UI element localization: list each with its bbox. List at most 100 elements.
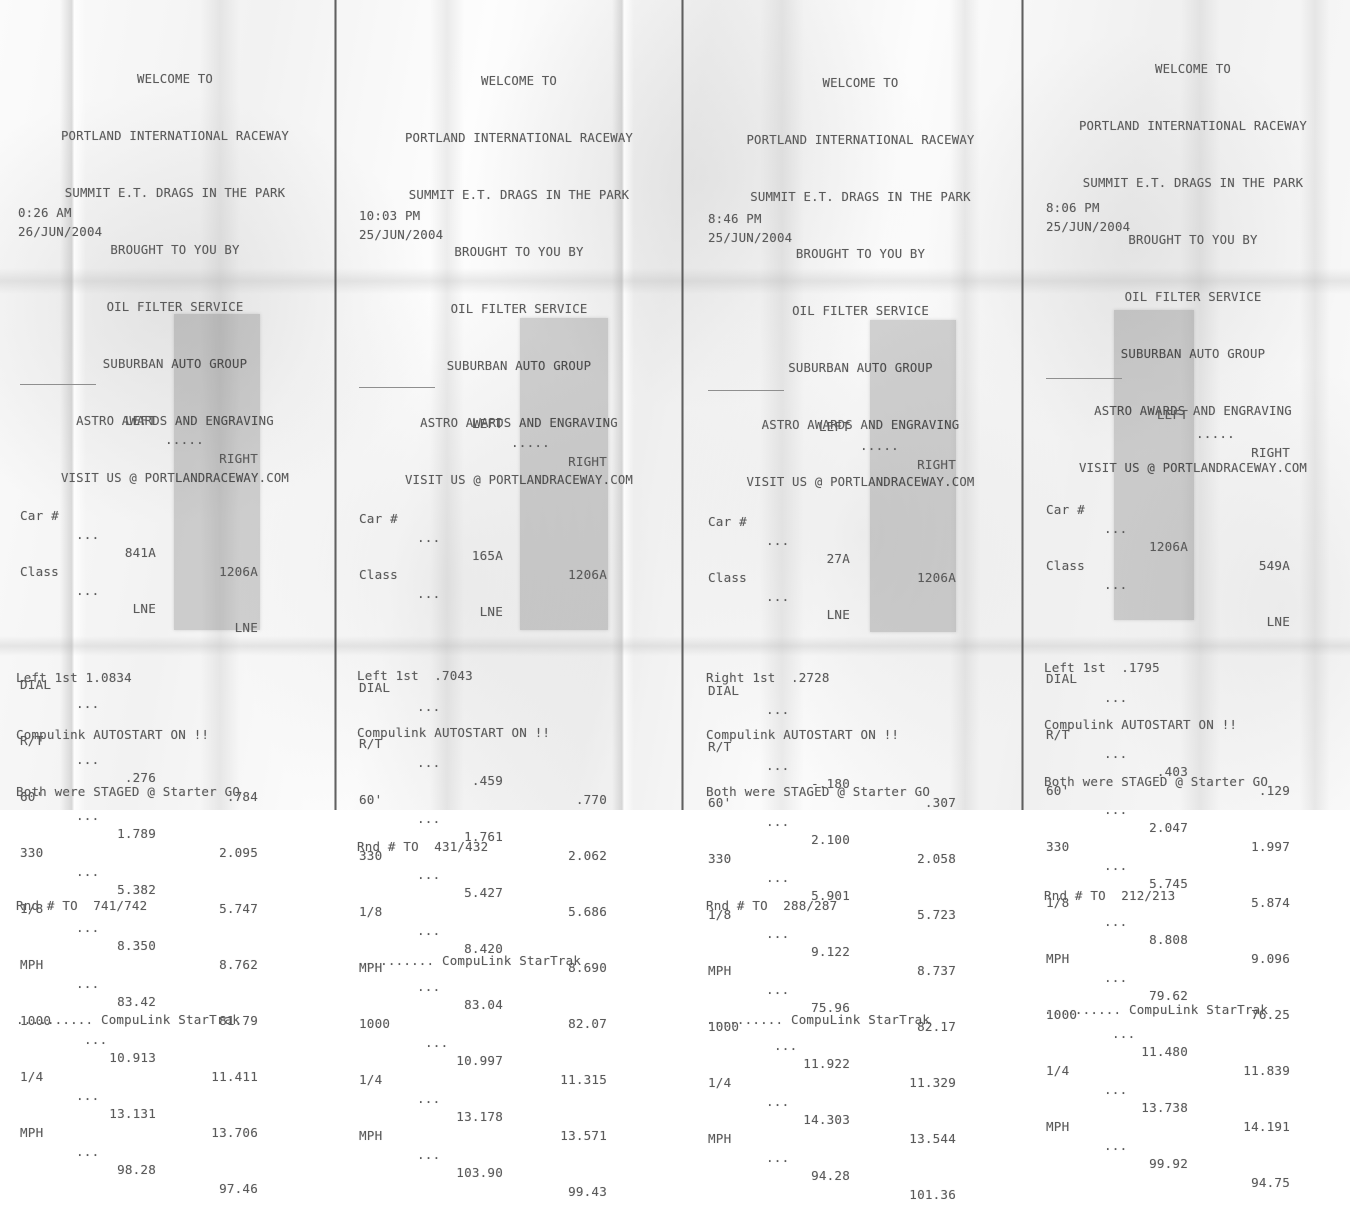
row-label-mph-quarter: MPH [1046, 1118, 1070, 1134]
column-header-dots: ..... [1196, 425, 1235, 441]
row-dots: ... [417, 698, 441, 714]
column-header-left: LEFT [1156, 407, 1188, 423]
cell-right-car: 1206A [219, 563, 258, 579]
round-line: Rnd # TO 212/213 [1044, 888, 1176, 903]
header-line: WELCOME TO [1154, 62, 1232, 76]
column-header-dots: ..... [511, 434, 550, 450]
header-line: BROUGHT TO YOU BY [454, 245, 584, 259]
timeslip: WELCOME TO PORTLAND INTERNATIONAL RACEWA… [0, 0, 334, 1196]
header-line: BROUGHT TO YOU BY [1128, 233, 1258, 247]
cell-left-mph-quarter: 98.28 [117, 1162, 156, 1178]
row-dots: ... [417, 1090, 441, 1106]
cell-left-class: LNE [132, 601, 156, 617]
header-line: SUMMIT E.T. DRAGS IN THE PARK [64, 186, 286, 200]
timestamp-date: 25/JUN/2004 [359, 227, 444, 242]
receipt-footer: Left 1st 1.0834 Compulink AUTOSTART ON !… [0, 630, 350, 1067]
timestamp-time: 8:06 PM [1046, 200, 1100, 215]
trailer-line: .......... CompuLink StarTrak [357, 953, 582, 968]
table-row: R/T ... -.180 .307 [684, 720, 1021, 810]
row-label-class: Class [1046, 557, 1085, 573]
table-header-row: LEFT ..... RIGHT [0, 375, 334, 466]
table-row: DIAL ... [1024, 652, 1350, 705]
row-dots: ... [76, 695, 100, 711]
cell-left-car: 27A [826, 551, 850, 567]
cell-right-rt: .770 [575, 791, 607, 807]
timestamp-time: 10:03 PM [359, 208, 421, 223]
cell-left-rt: .276 [124, 770, 156, 786]
cell-left-car: 1206A [1149, 539, 1188, 555]
win-line: Left 1st 1.0834 [16, 670, 132, 685]
header-line: WELCOME TO [136, 72, 214, 86]
row-label-mph-quarter: MPH [708, 1130, 732, 1146]
row-label-1000: 1000 [359, 1016, 391, 1032]
column-header-right: RIGHT [1251, 444, 1290, 460]
cell-left-car: 165A [471, 548, 503, 564]
row-label-sixty: 60' [20, 789, 44, 805]
cell-right-class: LNE [234, 619, 258, 635]
win-line: Left 1st .1795 [1044, 660, 1160, 675]
row-dots: ... [76, 1087, 100, 1103]
column-header-left: LEFT [124, 413, 156, 429]
cell-right-car: 1206A [568, 566, 607, 582]
row-dots: ... [766, 532, 790, 548]
cell-left-rt: .403 [1156, 764, 1188, 780]
row-dots: ... [76, 1143, 100, 1159]
row-dots: ... [1104, 576, 1128, 592]
cell-left-class: LNE [826, 607, 850, 623]
cell-left-rt: -.180 [811, 776, 850, 792]
trailer-line: .......... CompuLink StarTrak [16, 1012, 241, 1027]
header-line: PORTLAND INTERNATIONAL RACEWAY [404, 131, 634, 145]
timestamp-date: 25/JUN/2004 [1046, 219, 1131, 234]
cell-right-rt: .307 [924, 794, 956, 810]
cell-right-quarter: 13.544 [909, 1130, 956, 1146]
row-dots: ... [1104, 1081, 1128, 1097]
cell-right-quarter: 13.571 [560, 1127, 607, 1143]
header-line: PORTLAND INTERNATIONAL RACEWAY [60, 129, 290, 143]
table-rule [1046, 378, 1122, 380]
row-label-car: Car # [359, 510, 398, 526]
row-label-car: Car # [1046, 501, 1085, 517]
table-row: DIAL ... [337, 661, 681, 714]
row-label-car: Car # [708, 513, 747, 529]
timestamp-date: 26/JUN/2004 [18, 224, 103, 239]
row-dots: ... [417, 529, 441, 545]
row-label-quarter: 1/4 [1046, 1063, 1070, 1078]
cell-right-rt: .129 [1258, 782, 1290, 798]
row-label-class: Class [20, 563, 59, 579]
row-label-class: Class [708, 569, 747, 585]
row-dots: ... [1104, 1137, 1128, 1153]
table-row: Car # ... 165A 1206A [337, 491, 681, 582]
table-row: Class ... LNE LNE [0, 544, 334, 635]
table-header-row: LEFT ..... RIGHT [684, 381, 1021, 472]
autostart-line: Compulink AUTOSTART ON !! [1044, 717, 1238, 732]
table-rule [708, 390, 784, 392]
row-label-quarter: 1/4 [708, 1075, 732, 1090]
timestamp-date: 25/JUN/2004 [708, 230, 793, 245]
table-row: DIAL ... [684, 664, 1021, 717]
column-header-dots: ..... [165, 431, 204, 447]
column-header-dots: ..... [860, 437, 899, 453]
column-header-right: RIGHT [917, 456, 956, 472]
autostart-line: Compulink AUTOSTART ON !! [16, 727, 210, 742]
staged-line: Both were STAGED @ Starter GO [16, 784, 241, 799]
row-dots: ... [1104, 689, 1128, 705]
table-row: MPH ... 103.90 99.43 [337, 1108, 681, 1199]
cell-left-rt: .459 [471, 773, 503, 789]
cell-right-1000: 11.329 [909, 1074, 956, 1090]
table-row: MPH ... 98.28 97.46 [0, 1105, 334, 1196]
table-header-row: LEFT ..... RIGHT [337, 378, 681, 469]
row-label-dial: DIAL [359, 680, 391, 696]
cell-left-car: 841A [124, 545, 156, 561]
timestamp-time: 0:26 AM [18, 205, 72, 220]
round-line: Rnd # TO 741/742 [16, 898, 148, 913]
row-dots: ... [76, 582, 100, 598]
row-dots: ... [1104, 745, 1128, 761]
row-dots: ... [425, 1034, 449, 1050]
table-row: Car # ... 1206A 549A [1024, 482, 1350, 573]
column-header-right: RIGHT [568, 453, 607, 469]
round-line: Rnd # TO 288/287 [706, 898, 838, 913]
header-line: OIL FILTER SERVICE [792, 304, 929, 318]
cell-right-car: 549A [1258, 557, 1290, 573]
receipt-footer: Right 1st .2728 Compulink AUTOSTART ON !… [684, 630, 1043, 1067]
